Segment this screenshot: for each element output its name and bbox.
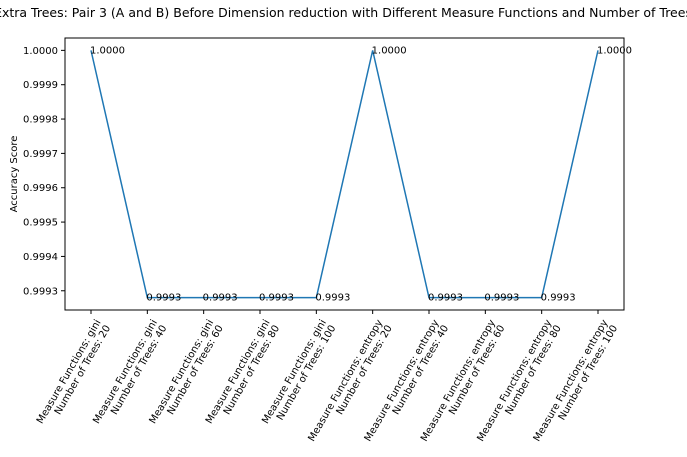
y-tick-label: 0.9997 [23,149,58,160]
y-tick-label: 0.9994 [23,252,58,263]
series-line [90,50,599,299]
data-label: 0.9993 [146,293,181,304]
data-label: 1.0000 [372,45,407,56]
y-axis-ticks: 0.9993 0.9994 0.9995 0.9996 0.9997 0.9998 0.99… [23,46,65,297]
y-tick-label: 0.9998 [23,115,58,126]
y-tick-label: 0.9999 [23,80,58,91]
y-tick-label: 0.9993 [23,286,58,297]
data-label: 0.9993 [259,293,294,304]
data-label: 1.0000 [597,45,632,56]
y-tick-label: 1.0000 [23,46,58,57]
plot-area-frame [64,37,625,311]
series-group [90,50,599,299]
data-label: 1.0000 [90,45,125,56]
y-tick-label: 0.9995 [23,218,58,229]
data-labels-group: 1.0000 0.9993 0.9993 0.9993 0.9993 1.0000 0.99… [90,45,632,303]
x-axis-ticks: Measure Functions: giniNumber of Trees: … [35,310,620,444]
data-label: 0.9993 [484,293,519,304]
chart-title: Extra Trees: Pair 3 (A and B) Before Dim… [0,5,687,20]
data-label: 0.9993 [541,293,576,304]
y-tick-label: 0.9996 [23,183,58,194]
x-tick-label-line: Measure Functions: gini [35,318,104,426]
data-label: 0.9993 [315,293,350,304]
y-axis-label: Accuracy Score [9,136,20,213]
data-label: 0.9993 [203,293,238,304]
data-label: 0.9993 [428,293,463,304]
